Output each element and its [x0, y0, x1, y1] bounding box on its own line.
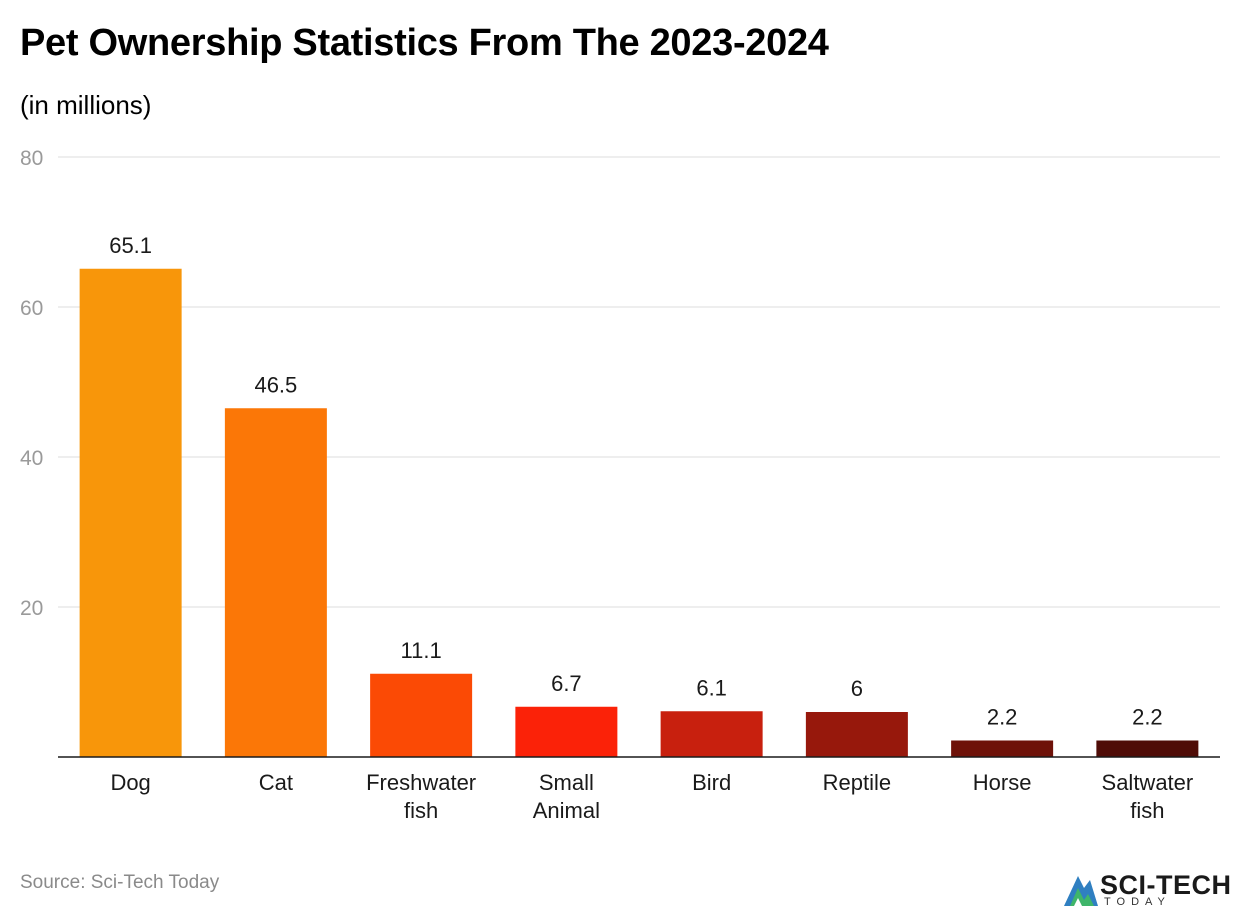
x-tick-label-line: Animal: [533, 798, 600, 823]
bar-small-animal: [515, 706, 618, 757]
bar-chart: 20 40 60 80 65.1 Dog 46.5 Cat 11.1 Freshwater fish…: [20, 147, 1220, 823]
x-tick-label: Horse: [973, 770, 1032, 795]
data-label: 65.1: [109, 233, 152, 258]
chart-subtitle: (in millions): [20, 90, 152, 120]
bar-horse: [951, 740, 1054, 757]
source-note: Source: Sci-Tech Today: [20, 872, 220, 893]
logo-text: SCI-TECH: [1100, 870, 1232, 900]
bar-saltwater-fish: [1096, 740, 1199, 757]
bar-bird: [660, 711, 763, 757]
data-label: 6.1: [696, 675, 727, 700]
x-tick-label-line: Reptile: [823, 770, 891, 795]
y-tick-label: 40: [20, 447, 43, 470]
data-label: 2.2: [987, 705, 1018, 730]
bar-reptile: [805, 712, 908, 757]
x-tick-label: Bird: [692, 770, 731, 795]
x-tick-label: Reptile: [823, 770, 891, 795]
y-tick-label: 80: [20, 147, 43, 170]
data-label: 46.5: [254, 372, 297, 397]
bar-cat: [224, 408, 327, 757]
x-tick-label-line: fish: [404, 798, 438, 823]
logo-subtext: TODAY: [1104, 896, 1171, 908]
sci-tech-logo: SCI-TECH TODAY: [1060, 868, 1235, 912]
y-tick-label: 60: [20, 297, 43, 320]
x-tick-label-line: Saltwater: [1102, 770, 1194, 795]
x-tick-label-line: Small: [539, 770, 594, 795]
data-label: 11.1: [401, 638, 442, 663]
x-tick-label: Dog: [110, 770, 150, 795]
data-label: 6.7: [551, 671, 582, 696]
x-tick-label: Freshwater fish: [366, 770, 476, 823]
x-tick-label-line: Freshwater: [366, 770, 476, 795]
y-tick-label: 20: [20, 597, 43, 620]
bar-dog: [79, 268, 182, 757]
x-tick-label-line: Dog: [110, 770, 150, 795]
x-tick-label-line: Cat: [259, 770, 293, 795]
x-tick-label-line: fish: [1130, 798, 1164, 823]
data-label: 2.2: [1132, 705, 1163, 730]
x-tick-label-line: Bird: [692, 770, 731, 795]
x-tick-label: Cat: [259, 770, 293, 795]
x-tick-label: Small Animal: [533, 770, 600, 823]
x-tick-label: Saltwater fish: [1102, 770, 1194, 823]
logo-mark-icon: [1064, 876, 1098, 906]
data-label: 6: [851, 676, 863, 701]
bar-freshwater-fish: [370, 673, 473, 757]
chart-title: Pet Ownership Statistics From The 2023-2…: [20, 22, 829, 64]
x-tick-label-line: Horse: [973, 770, 1032, 795]
